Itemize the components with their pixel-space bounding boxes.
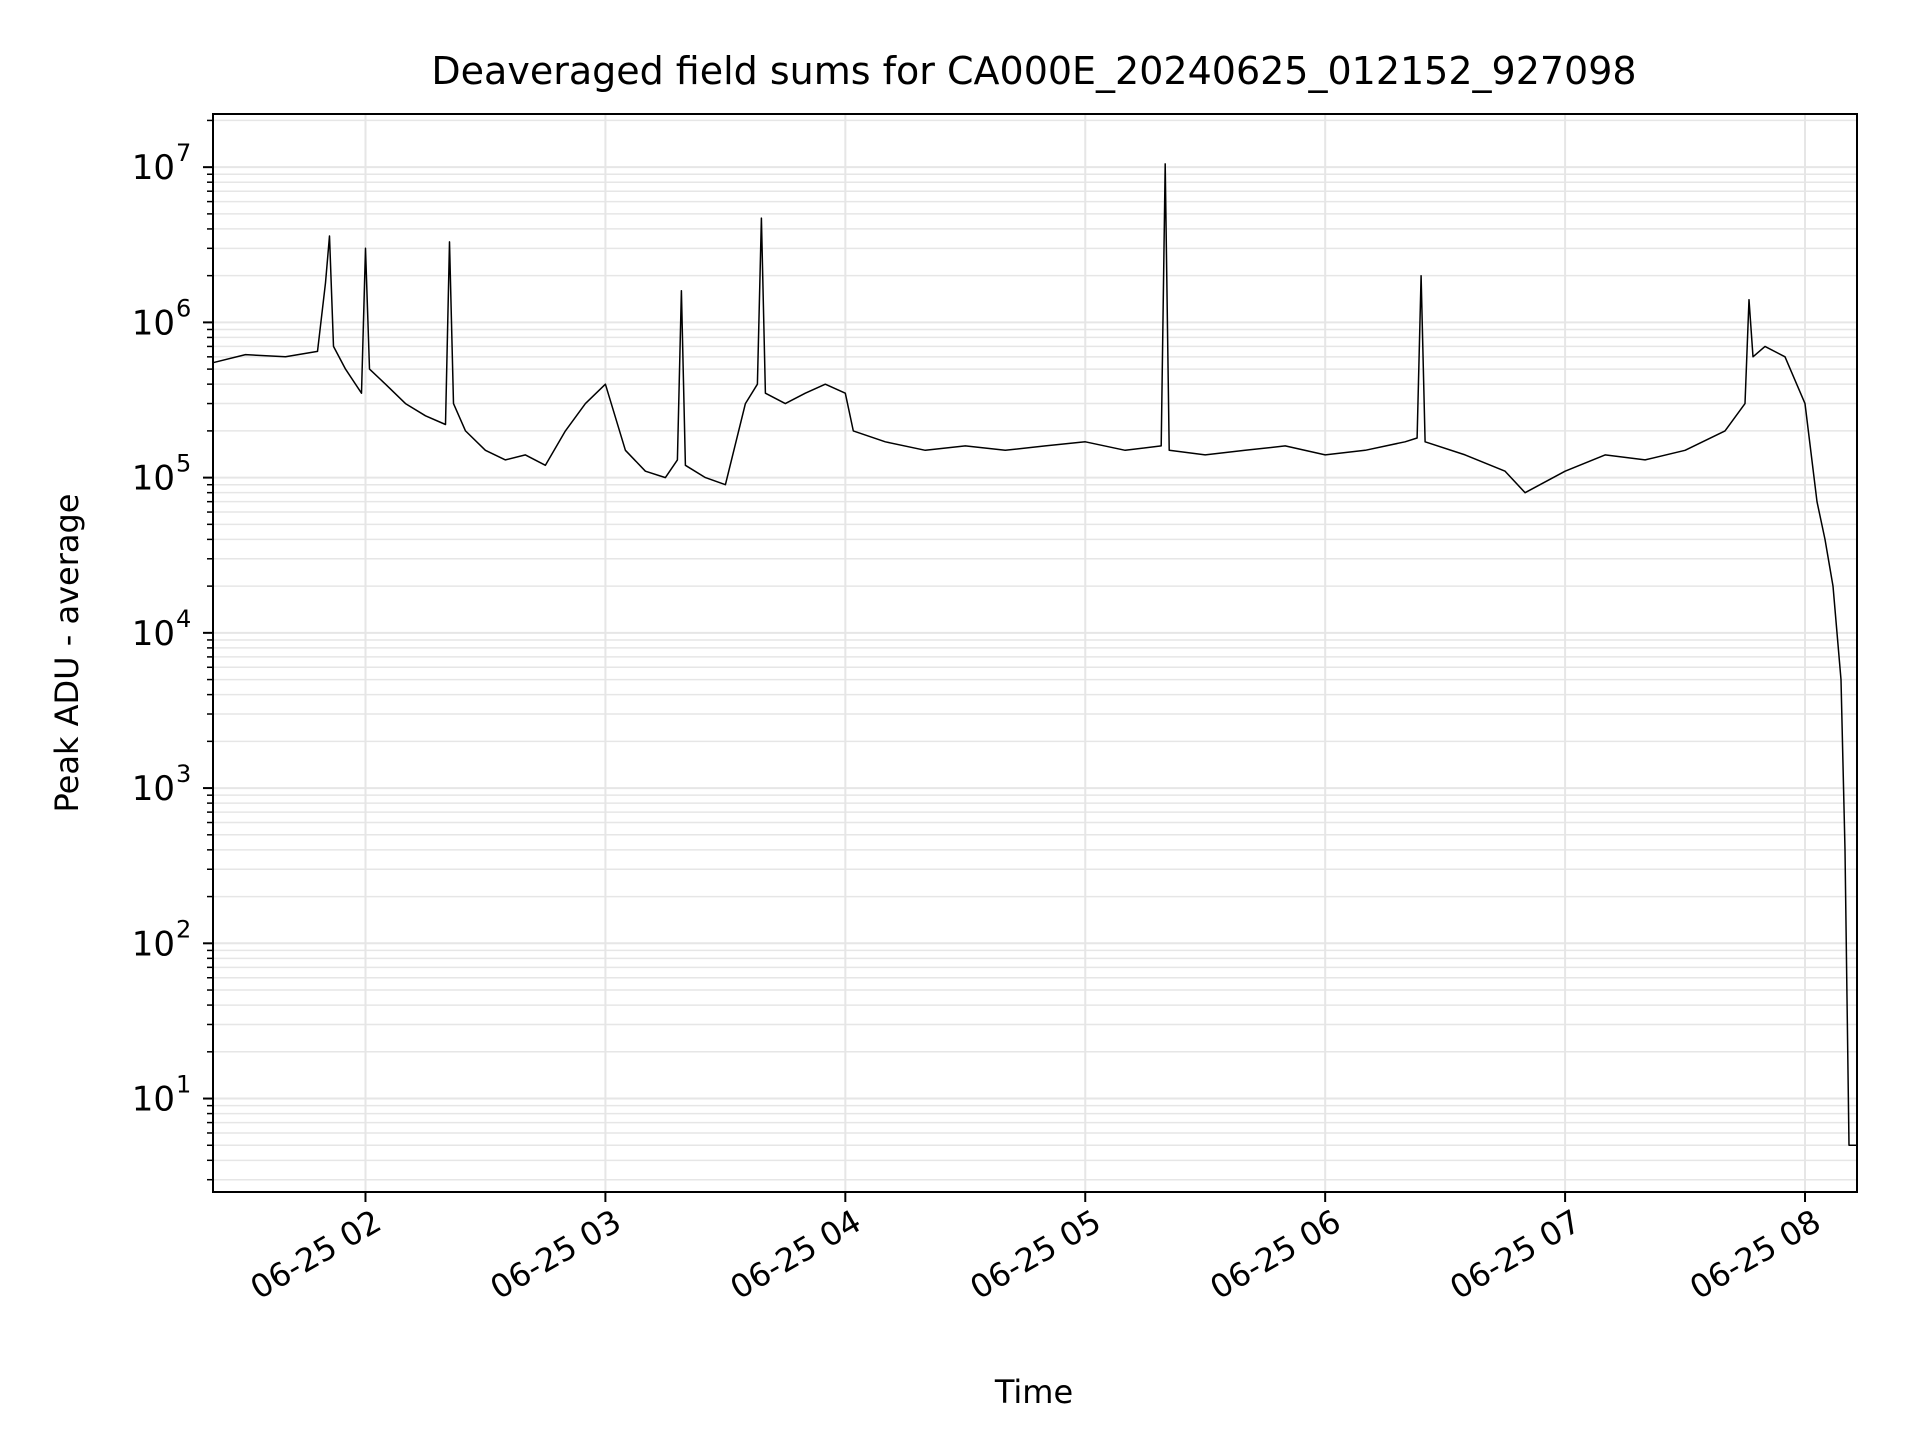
plot-frame xyxy=(212,113,1858,1193)
y-tick-exponent: 2 xyxy=(176,915,191,943)
y-tick-exponent: 3 xyxy=(176,760,191,788)
grid xyxy=(213,114,1857,1192)
y-tick-exponent: 7 xyxy=(176,139,191,167)
y-tick-label: 10 xyxy=(132,303,175,343)
y-tick-exponent: 6 xyxy=(176,294,191,322)
x-axis-label: Time xyxy=(994,1373,1073,1411)
y-tick-exponent: 4 xyxy=(176,605,191,633)
y-tick-label: 10 xyxy=(132,769,175,809)
y-tick-exponent: 5 xyxy=(176,450,191,478)
y-tick-label: 10 xyxy=(132,148,175,188)
y-tick-label: 10 xyxy=(132,614,175,654)
y-tick-exponent: 1 xyxy=(176,1071,191,1099)
y-axis-label: Peak ADU - average xyxy=(48,494,86,813)
y-tick-label: 10 xyxy=(132,924,175,964)
series-group xyxy=(212,163,1857,1147)
chart-title: Deaveraged field sums for CA000E_2024062… xyxy=(431,49,1636,93)
y-tick-label: 10 xyxy=(132,459,175,499)
y-tick-label: 10 xyxy=(132,1080,175,1120)
series-line xyxy=(212,163,1857,1147)
